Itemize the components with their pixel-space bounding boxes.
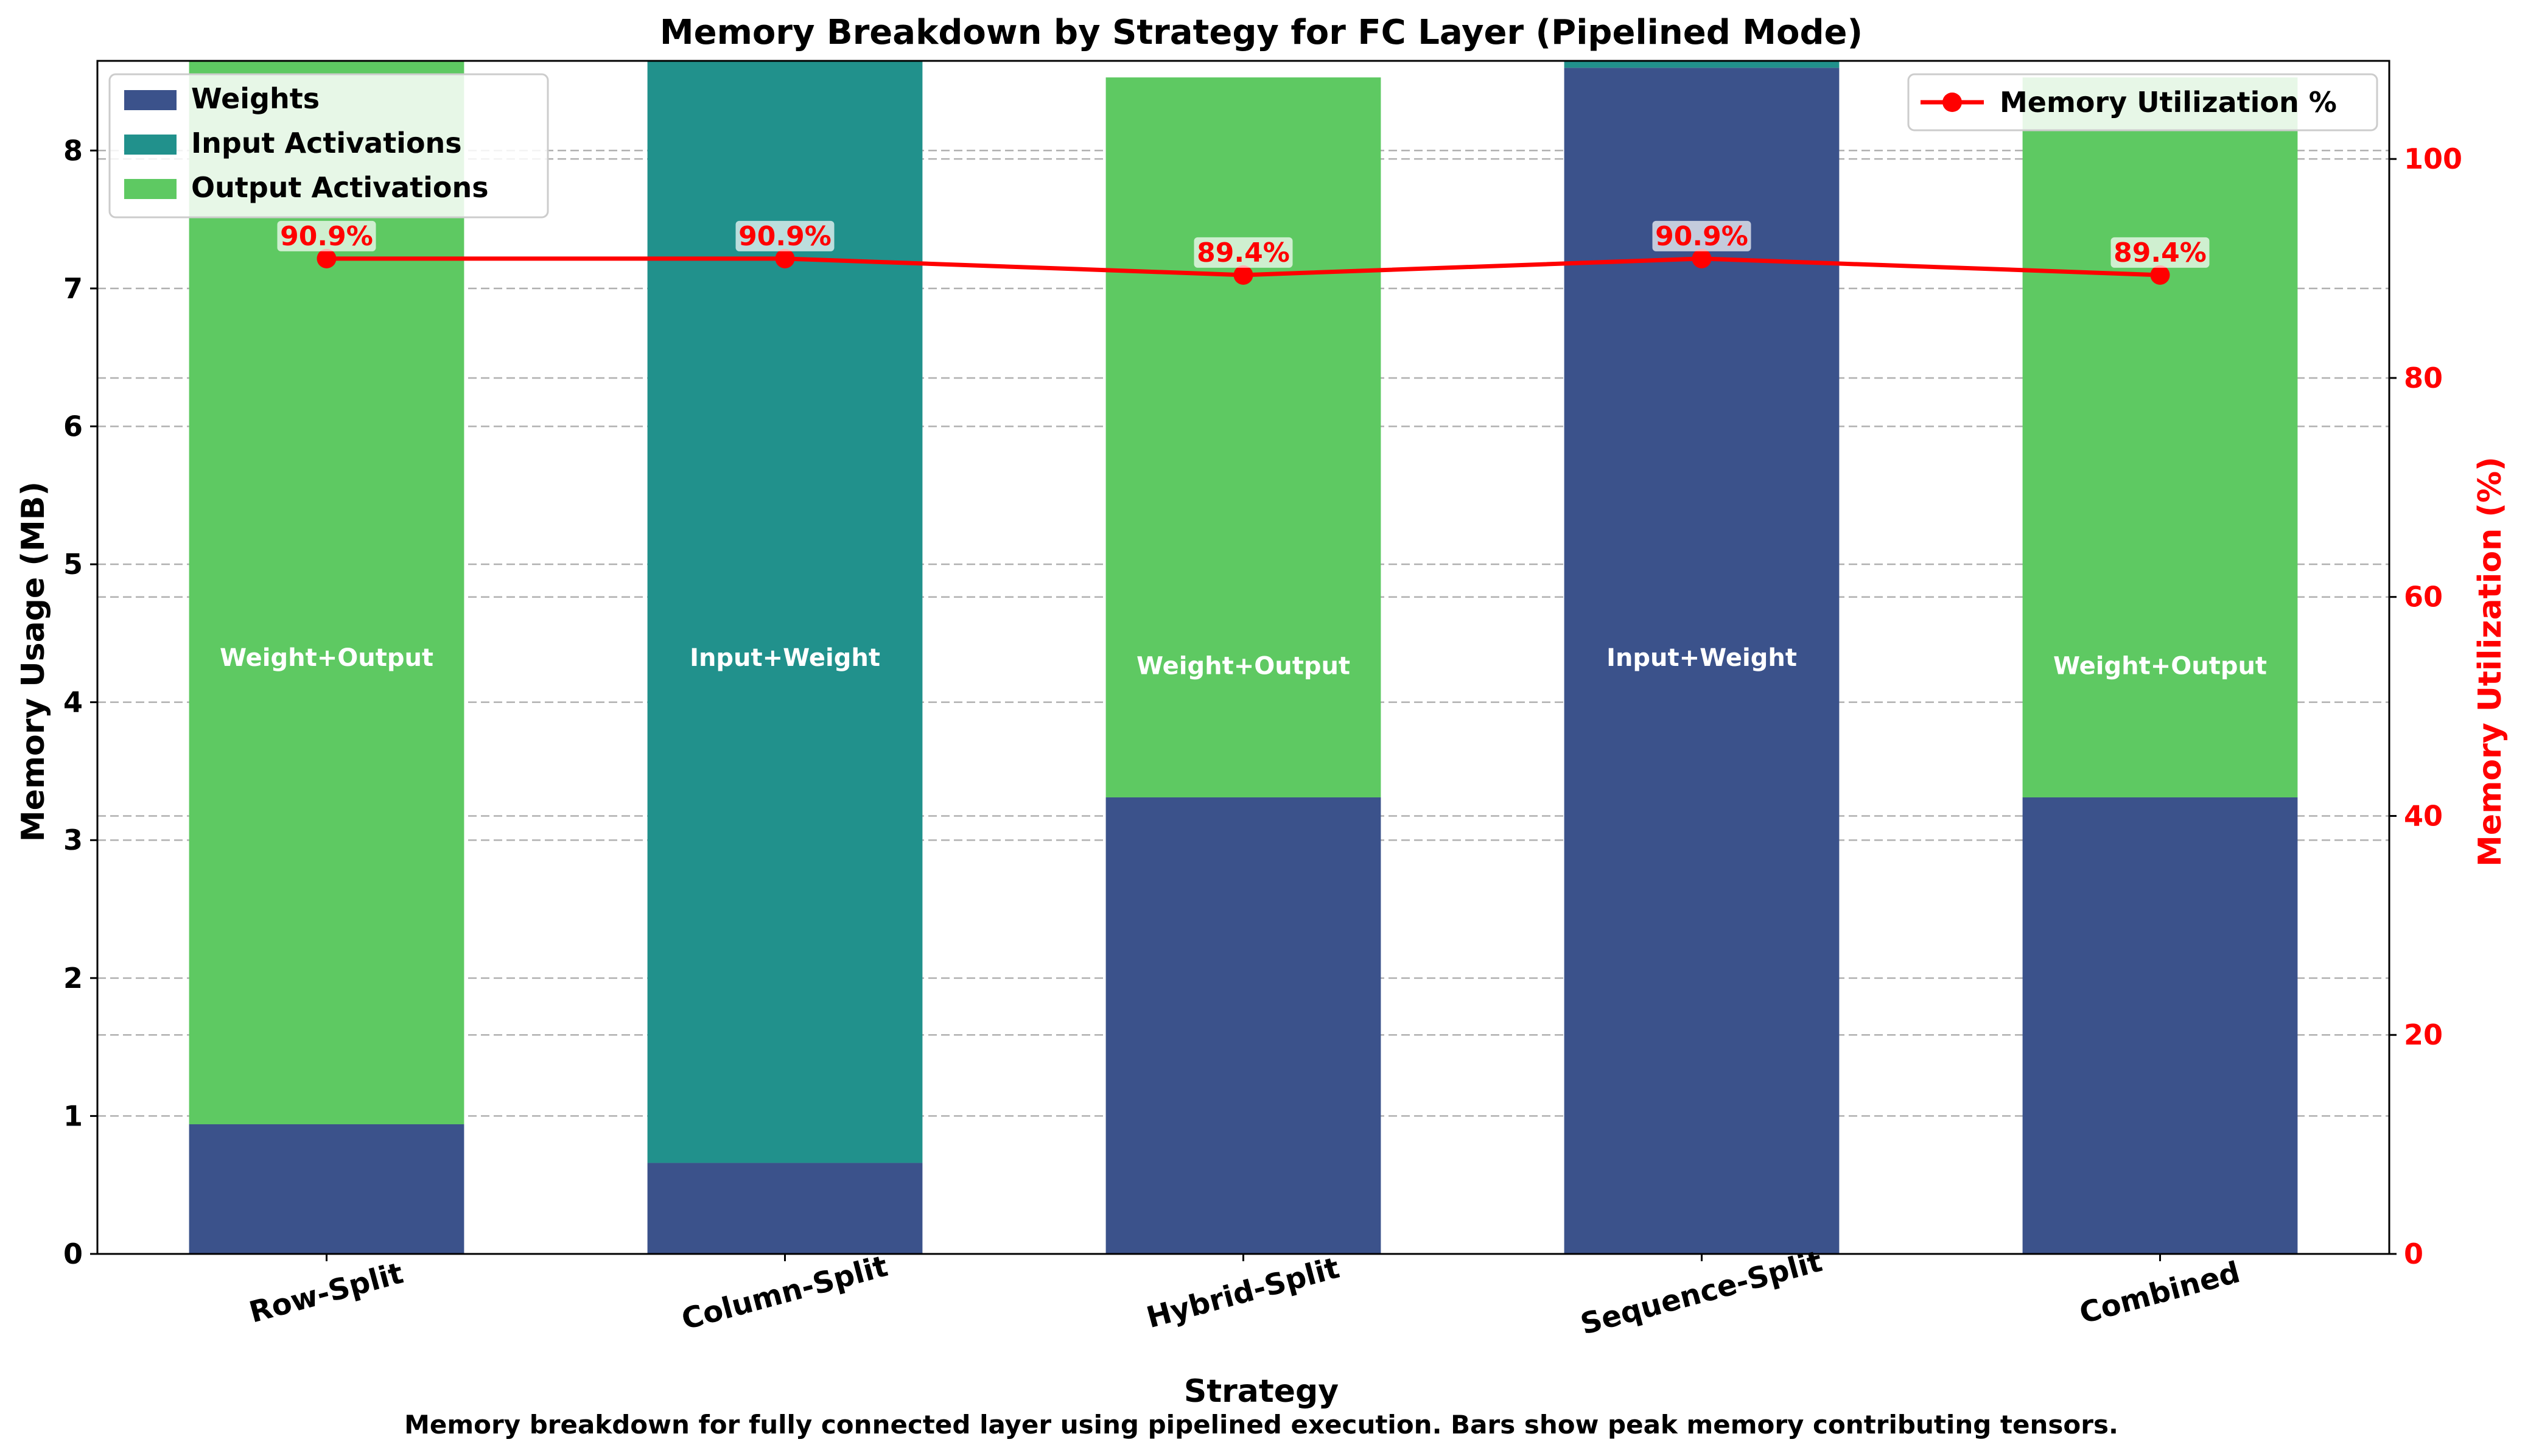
y-tick-label-4: 4 <box>63 686 83 719</box>
y-tick-label-6: 6 <box>63 410 83 443</box>
legend-line-box <box>1907 73 2378 131</box>
bar-label-combined: Weight+Output <box>2053 653 2267 681</box>
bar-label-hybrid-split: Weight+Output <box>1136 653 1350 681</box>
utilization-label-combined: 89.4% <box>2114 237 2207 268</box>
bar-row-split-weights <box>189 1124 464 1254</box>
y-tick-label-0: 0 <box>63 1237 83 1270</box>
utilization-label-hybrid-split: 89.4% <box>1197 237 1290 268</box>
utilization-label-sequence-split: 90.9% <box>1655 221 1748 252</box>
chart-caption: Memory breakdown for fully connected lay… <box>404 1410 2118 1440</box>
y-right-tick-label-60: 60 <box>2404 581 2443 614</box>
utilization-point-combined <box>2150 265 2170 285</box>
legend-line-marker <box>1942 93 1962 112</box>
x-tick-label-combined: Combined <box>2076 1255 2243 1331</box>
bar-labels: Weight+Output Input+Weight Weight+Output In… <box>220 644 2267 681</box>
y-right-tick-label-20: 20 <box>2404 1018 2443 1051</box>
utilization-point-row-split <box>317 248 337 268</box>
chart-title: Memory Breakdown by Strategy for FC Laye… <box>660 13 1863 52</box>
bar-hybrid-split-output-activations <box>1105 77 1381 797</box>
bar-combined-output-activations <box>2022 77 2298 797</box>
bar-label-column-split: Input+Weight <box>690 644 880 672</box>
utilization-point-sequence-split <box>1692 248 1712 268</box>
legend-label-output-activations: Output Activations <box>191 171 489 204</box>
legend-label-input-activations: Input Activations <box>191 127 462 159</box>
bar-combined-weights <box>2022 797 2298 1254</box>
utilization-label-box-column-split <box>735 220 835 251</box>
legend-label-weights: Weights <box>191 82 320 115</box>
x-tick-label-row-split: Row-Split <box>246 1256 407 1330</box>
bar-sequence-split-input-activations <box>1564 61 1840 68</box>
y-right-tick-label-100: 100 <box>2404 142 2462 175</box>
y-right-tick-label-80: 80 <box>2404 362 2443 394</box>
y-axis-label: Memory Usage (MB) <box>15 481 52 842</box>
utilization-label-row-split: 90.9% <box>280 221 373 252</box>
x-tick-label-column-split: Column-Split <box>678 1249 891 1337</box>
y-right-tick-label-0: 0 <box>2404 1237 2423 1270</box>
legend-bars: Weights Input Activations Output Activatio… <box>108 73 549 219</box>
legend-swatch-input-activations <box>124 135 177 155</box>
utilization-label-box-row-split <box>277 220 376 251</box>
y-tick-label-5: 5 <box>63 548 83 581</box>
bar-label-sequence-split: Input+Weight <box>1606 644 1797 672</box>
legend-bars-box <box>108 73 549 219</box>
y-tick-label-7: 7 <box>63 272 83 305</box>
utilization-label-column-split: 90.9% <box>738 221 832 252</box>
x-axis-label: Strategy <box>1184 1373 1339 1410</box>
utilization-label-box-combined <box>2110 237 2210 268</box>
bar-column-split-weights <box>647 1163 923 1254</box>
y-right-tick-label-40: 40 <box>2404 799 2443 832</box>
legend-label-memory-utilization: Memory Utilization % <box>2000 86 2337 119</box>
y-tick-label-2: 2 <box>63 962 83 995</box>
bar-label-row-split: Weight+Output <box>220 644 433 672</box>
legend-swatch-output-activations <box>124 179 177 199</box>
y-tick-label-1: 1 <box>63 1099 83 1132</box>
bar-hybrid-split-weights <box>1105 797 1381 1254</box>
utilization-label-box-hybrid-split <box>1194 237 1293 268</box>
x-tick-label-hybrid-split: Hybrid-Split <box>1143 1251 1343 1335</box>
utilization-point-column-split <box>775 248 795 268</box>
utilization-label-box-sequence-split <box>1652 220 1751 251</box>
y-axis-right-label: Memory Utilization (%) <box>2472 457 2509 867</box>
legend-line: Memory Utilization % <box>1907 73 2378 131</box>
utilization-line: 90.9% 90.9% 89.4% 90.9% 89.4% <box>277 220 2210 285</box>
legend-swatch-weights <box>124 90 177 110</box>
utilization-point-hybrid-split <box>1233 265 1253 285</box>
y-tick-label-8: 8 <box>63 134 83 167</box>
y-tick-label-3: 3 <box>63 824 83 856</box>
